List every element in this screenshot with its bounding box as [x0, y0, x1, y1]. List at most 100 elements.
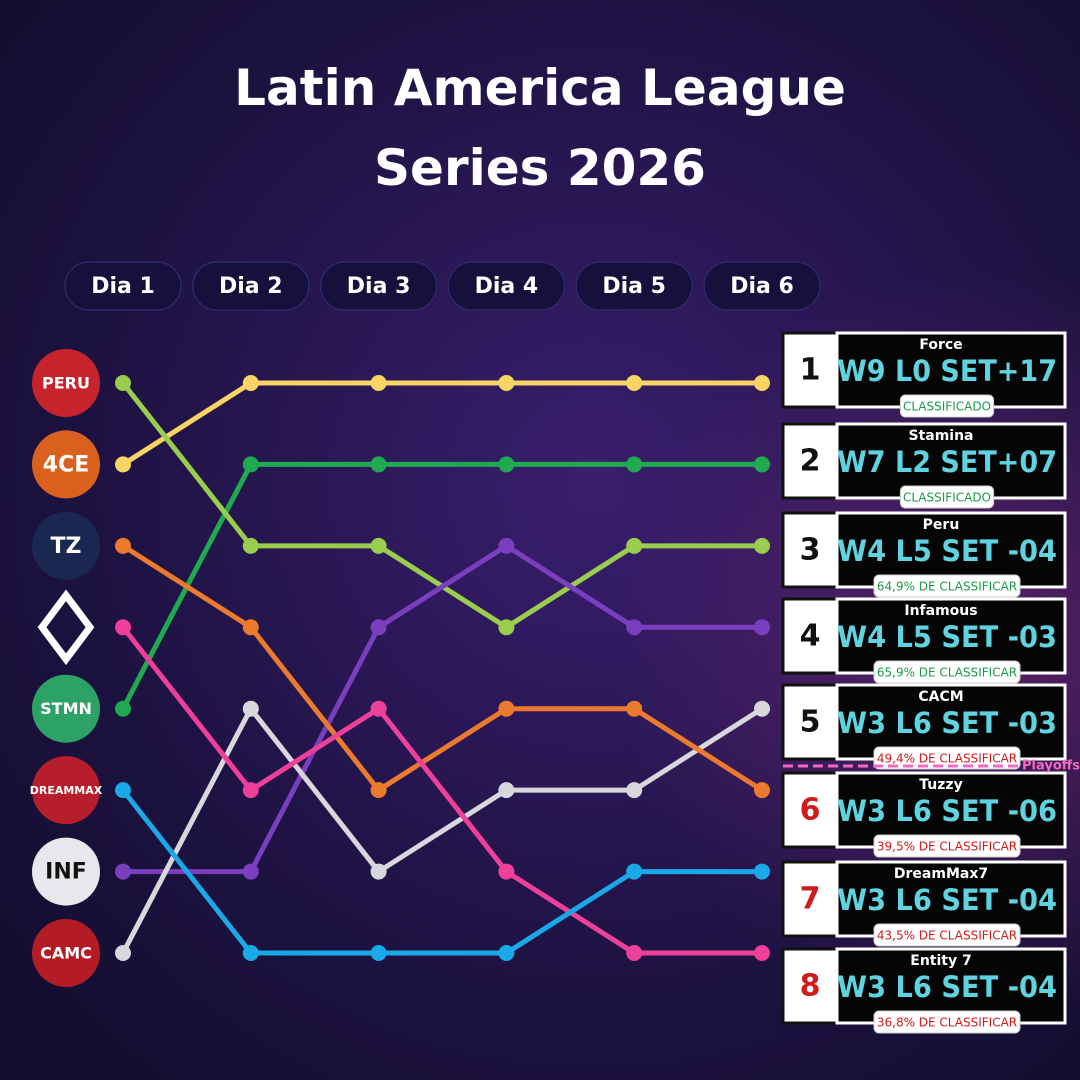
- team-logo-label: STMN: [40, 699, 92, 718]
- rank-point: [242, 945, 259, 961]
- team-record: W4 L5 SET -03: [837, 620, 1057, 654]
- team-name: Entity 7: [910, 953, 971, 969]
- rank-point: [115, 619, 131, 636]
- rank-number: 6: [800, 793, 821, 828]
- status-label: CLASSIFICADO: [903, 491, 991, 505]
- rank-point: [115, 537, 131, 554]
- rank-point: [370, 782, 387, 799]
- team-record: W3 L6 SET -06: [837, 794, 1057, 828]
- rank-point: [370, 945, 387, 961]
- day-tab-label: Dia 3: [347, 274, 411, 299]
- day-tab: [319, 261, 438, 311]
- rank-point: [115, 375, 131, 391]
- team-name: Peru: [923, 517, 960, 533]
- rank-point: [242, 456, 259, 473]
- rank-line: [123, 543, 762, 875]
- status-label: 36,8% DE CLASSIFICAR: [877, 1016, 1017, 1030]
- team-logo: [32, 756, 100, 825]
- team-name: Stamina: [908, 428, 973, 444]
- status-pill: [873, 923, 1021, 947]
- status-pill: [873, 1010, 1021, 1034]
- rank-point: [115, 945, 131, 961]
- team-logo-label: TZ: [51, 534, 82, 559]
- day-tab: [192, 261, 310, 311]
- rank-point: [626, 456, 643, 473]
- status-pill: [899, 485, 995, 509]
- day-tab: [64, 261, 182, 311]
- status-pill: [873, 660, 1021, 684]
- chart-title: Latin America League Series 2026: [234, 59, 846, 197]
- rank-point: [626, 537, 643, 554]
- team-record: W3 L6 SET -03: [837, 706, 1057, 740]
- rank-line: [121, 543, 764, 793]
- team-logo-label: INF: [45, 860, 87, 885]
- team-logo: [37, 589, 95, 666]
- team-record: W3 L6 SET -04: [837, 970, 1057, 1004]
- rank-point: [626, 700, 643, 717]
- team-logo: [32, 511, 100, 580]
- team-record: W9 L0 SET+17: [837, 354, 1057, 388]
- rank-number: 8: [800, 969, 821, 1004]
- day-tab: [575, 261, 693, 311]
- rank-point: [498, 863, 515, 880]
- rank-point: [498, 700, 515, 717]
- rank-box: [781, 771, 839, 849]
- rank-point: [498, 537, 515, 554]
- rank-point: [626, 945, 643, 961]
- day-tab: [703, 261, 821, 311]
- team-record: W4 L5 SET -04: [837, 534, 1057, 568]
- rank-box: [781, 511, 839, 589]
- rank-point: [754, 945, 770, 961]
- rank-point: [498, 456, 515, 473]
- team-logo-label: PERU: [42, 374, 90, 393]
- rank-point: [242, 375, 259, 391]
- rank-number: 7: [800, 882, 821, 917]
- rank-point: [754, 863, 770, 880]
- team-name: DreamMax7: [894, 866, 988, 882]
- rank-point: [115, 863, 131, 880]
- status-label: CLASSIFICADO: [903, 400, 991, 414]
- rank-point: [498, 945, 515, 961]
- day-tab-label: Dia 1: [91, 274, 155, 299]
- rank-point: [498, 375, 515, 391]
- rank-point: [370, 456, 387, 473]
- rank-point: [115, 782, 131, 799]
- rank-point: [754, 537, 770, 554]
- status-label: 43,5% DE CLASSIFICAR: [877, 929, 1017, 943]
- team-record: W3 L6 SET -04: [837, 883, 1057, 917]
- day-tab-label: Dia 6: [730, 274, 794, 299]
- status-label: 64,9% DE CLASSIFICAR: [877, 580, 1017, 594]
- rank-point: [370, 375, 387, 391]
- status-pill: [899, 394, 995, 418]
- rank-point: [754, 456, 770, 473]
- rank-line: [121, 380, 762, 467]
- team-logo-label: CAMC: [40, 944, 92, 963]
- rank-point: [754, 619, 770, 636]
- status-pill: [873, 746, 1021, 770]
- rank-point: [242, 619, 259, 636]
- rank-number: 1: [800, 353, 821, 388]
- rank-point: [115, 700, 131, 717]
- rank-number: 4: [800, 619, 821, 654]
- rank-line: [121, 788, 762, 956]
- status-pill: [873, 834, 1021, 858]
- status-label: 49,4% DE CLASSIFICAR: [877, 752, 1017, 766]
- rank-point: [754, 782, 770, 799]
- team-logo: [32, 837, 100, 906]
- rank-point: [370, 700, 387, 717]
- team-logo: [32, 919, 100, 987]
- team-name: Infamous: [904, 603, 977, 619]
- rank-box: [781, 331, 839, 409]
- rank-point: [626, 863, 643, 880]
- rank-point: [498, 619, 515, 636]
- rank-box: [781, 422, 839, 500]
- rank-point: [242, 700, 259, 717]
- day-tab-label: Dia 2: [219, 274, 283, 299]
- rank-number: 3: [800, 533, 821, 568]
